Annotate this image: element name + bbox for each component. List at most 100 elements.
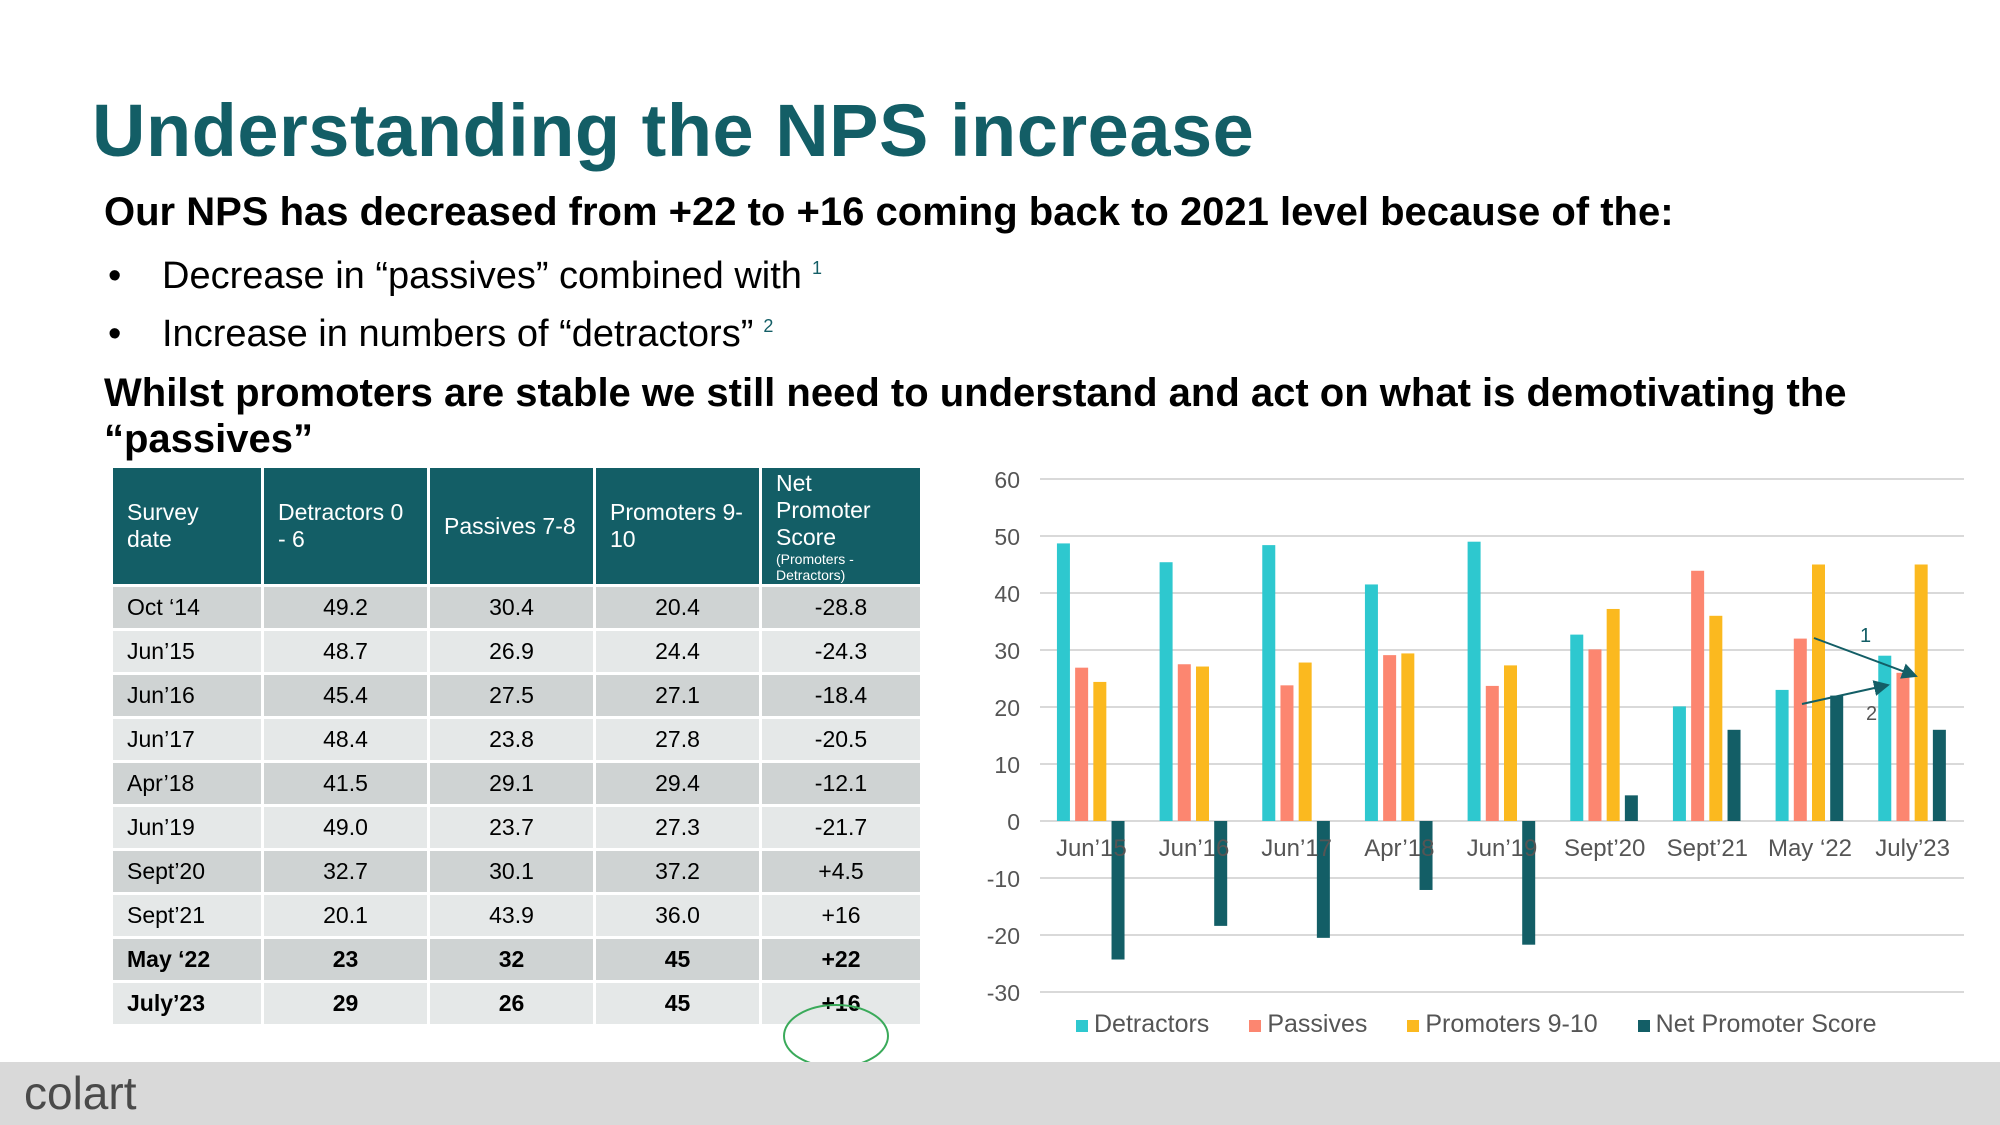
bar-detractors <box>1570 634 1584 821</box>
table-cell: Oct ‘14 <box>110 584 264 631</box>
subtitle: Our NPS has decreased from +22 to +16 co… <box>104 190 1674 234</box>
table-cell: 27.5 <box>427 672 596 719</box>
bar-passives <box>1383 655 1397 821</box>
footer: colart <box>0 1062 2000 1125</box>
x-tick-label: May ‘22 <box>1768 835 1852 862</box>
table-cell: +16 <box>759 980 923 1027</box>
legend-item: Net Promoter Score <box>1637 1010 1877 1039</box>
legend-swatch <box>1249 1020 1262 1032</box>
legend-swatch <box>1407 1020 1420 1032</box>
bar-net-promoter-score <box>1830 695 1844 821</box>
bar-detractors <box>1775 689 1789 821</box>
y-tick-label: -10 <box>987 866 1020 892</box>
table-cell: -18.4 <box>759 672 923 719</box>
table-cell: -21.7 <box>759 804 923 851</box>
legend-swatch <box>1637 1020 1650 1032</box>
annotation-label-2: 2 <box>1866 703 1877 725</box>
table-cell: -20.5 <box>759 716 923 763</box>
legend-label: Net Promoter Score <box>1655 1010 1877 1038</box>
bar-net-promoter-score <box>1316 821 1330 938</box>
bar-passives <box>1588 649 1602 821</box>
bar-passives <box>1177 664 1191 821</box>
table-cell: 23.7 <box>427 804 596 851</box>
nps-header-note: (Promoters - Detractors) <box>776 550 854 583</box>
table-cell: Jun’17 <box>110 716 264 763</box>
table-cell: 45 <box>593 980 762 1027</box>
table-cell: May ‘22 <box>110 936 264 983</box>
table-cell: Sept’20 <box>110 848 264 895</box>
table-row: Jun’15 48.7 26.9 24.4 -24.3 <box>110 628 923 675</box>
y-tick-label: 40 <box>994 581 1020 607</box>
table-cell: 29 <box>261 980 430 1027</box>
table-cell: 32 <box>427 936 596 983</box>
table-cell: 29.4 <box>593 760 762 807</box>
table-cell: 43.9 <box>427 892 596 939</box>
table-cell: 27.3 <box>593 804 762 851</box>
table-cell: 26.9 <box>427 628 596 675</box>
table-cell: +16 <box>759 892 923 939</box>
table-cell: 24.4 <box>593 628 762 675</box>
bar-net-promoter-score <box>1111 821 1125 960</box>
table-cell: 49.0 <box>261 804 430 851</box>
legend-item: Promoters 9-10 <box>1407 1010 1598 1039</box>
bar-detractors <box>1159 562 1173 821</box>
y-tick-label: 30 <box>994 638 1020 664</box>
annotation-label-1: 1 <box>1860 625 1871 647</box>
bar-passives <box>1793 638 1807 821</box>
x-tick-label: Sept’21 <box>1667 835 1748 862</box>
bar-promoters-9-10 <box>1709 615 1723 821</box>
bar-promoters-9-10 <box>1812 564 1825 821</box>
table-cell: 30.1 <box>427 848 596 895</box>
x-tick-label: Sept’20 <box>1564 835 1645 862</box>
table-cell: Jun’15 <box>110 628 264 675</box>
table-cell: 48.4 <box>261 716 430 763</box>
bullet-1: • Decrease in “passives” combined with 1 <box>108 255 822 297</box>
bar-promoters-9-10 <box>1606 608 1620 821</box>
nps-table: Survey date Detractors 0 - 6 Passives 7-… <box>110 465 923 1027</box>
bar-promoters-9-10 <box>1914 564 1928 821</box>
table-cell: 20.1 <box>261 892 430 939</box>
col-survey-date: Survey date <box>110 465 264 587</box>
bar-promoters-9-10 <box>1504 665 1517 821</box>
table-cell: Jun’19 <box>110 804 264 851</box>
table-row: July’23 29 26 45 +16 <box>110 980 923 1027</box>
colart-logo: colart <box>24 1067 137 1119</box>
col-nps: Net Promoter Score (Promoters - Detractor… <box>759 465 923 587</box>
col-detractors: Detractors 0 - 6 <box>261 465 430 587</box>
table-cell: 27.1 <box>593 672 762 719</box>
annotation-arrow-1 <box>1813 637 1918 679</box>
bar-passives <box>1896 672 1910 821</box>
conclusion: Whilst promoters are stable we still nee… <box>104 371 1847 461</box>
nps-header: Net Promoter Score <box>776 469 871 550</box>
table-cell: -24.3 <box>759 628 923 675</box>
bar-detractors <box>1672 706 1686 821</box>
x-tick-label: Jun’17 <box>1261 835 1332 862</box>
table-cell: 45 <box>593 936 762 983</box>
table-cell: +22 <box>759 936 923 983</box>
bullet-text: Decrease in “passives” combined with <box>162 255 802 297</box>
table-cell: 48.7 <box>261 628 430 675</box>
table-cell: Apr’18 <box>110 760 264 807</box>
table-row: May ‘22 23 32 45 +22 <box>110 936 923 983</box>
table-cell: 37.2 <box>593 848 762 895</box>
bar-net-promoter-score <box>1727 729 1741 821</box>
table-cell: 30.4 <box>427 584 596 631</box>
table-cell: Jun’16 <box>110 672 264 719</box>
y-tick-label: -30 <box>987 980 1020 1006</box>
bar-passives <box>1280 685 1294 821</box>
bar-net-promoter-score <box>1419 821 1433 890</box>
table-cell: 32.7 <box>261 848 430 895</box>
bar-passives <box>1075 667 1089 821</box>
table-row: Apr’18 41.5 29.1 29.4 -12.1 <box>110 760 923 807</box>
x-tick-label: Jun’19 <box>1467 835 1538 862</box>
bullet-2: • Increase in numbers of “detractors” 2 <box>108 313 774 355</box>
table-row: Jun’17 48.4 23.8 27.8 -20.5 <box>110 716 923 763</box>
table-cell: 41.5 <box>261 760 430 807</box>
table-row: Jun’19 49.0 23.7 27.3 -21.7 <box>110 804 923 851</box>
x-tick-label: Apr’18 <box>1364 835 1434 862</box>
bar-detractors <box>1262 545 1276 821</box>
bullet-note: 2 <box>763 316 774 337</box>
table-cell: Sept’21 <box>110 892 264 939</box>
table-cell: 23 <box>261 936 430 983</box>
table-row: Oct ‘14 49.2 30.4 20.4 -28.8 <box>110 584 923 631</box>
